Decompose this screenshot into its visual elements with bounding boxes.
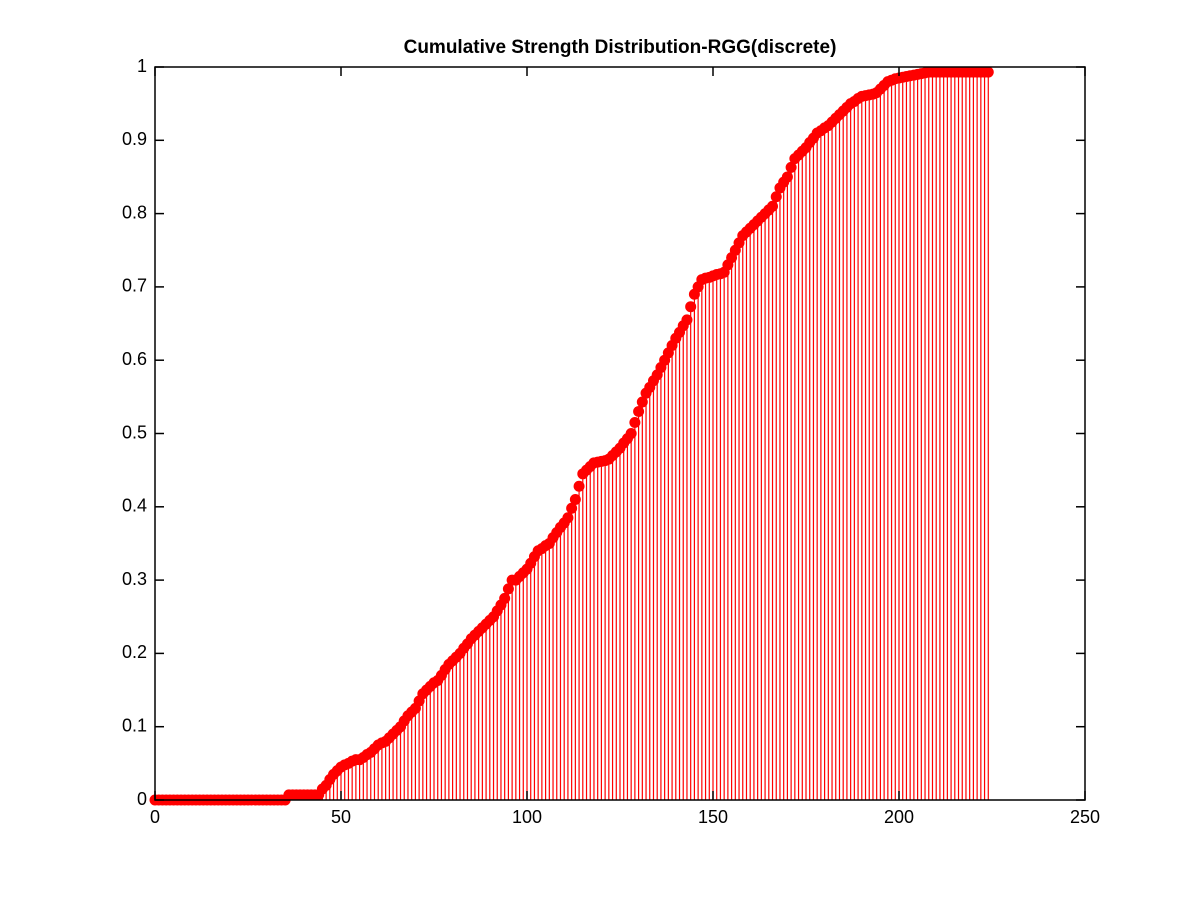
y-tick-label: 0.1: [122, 715, 147, 735]
stem-marker: [569, 493, 581, 505]
y-tick-label: 0.9: [122, 129, 147, 149]
stem-marker: [573, 480, 585, 492]
x-tick-label: 50: [331, 807, 351, 827]
stem-marker: [625, 428, 637, 439]
x-tick-label: 200: [884, 807, 914, 827]
y-tick-label: 0.8: [122, 202, 147, 222]
y-tick-label: 1: [137, 56, 147, 76]
y-tick-label: 0: [137, 789, 147, 809]
y-tick-label: 0.3: [122, 569, 147, 589]
y-tick-label: 0.2: [122, 642, 147, 662]
chart-title: Cumulative Strength Distribution-RGG(dis…: [404, 37, 837, 58]
stem-marker: [499, 592, 511, 604]
stem-marker: [629, 417, 641, 429]
x-tick-label: 150: [698, 807, 728, 827]
y-tick-label: 0.5: [122, 422, 147, 442]
stem-marker: [562, 512, 574, 524]
stem-marker: [767, 200, 779, 212]
y-tick-label: 0.6: [122, 349, 147, 369]
y-tick-label: 0.7: [122, 276, 147, 296]
x-tick-label: 250: [1070, 807, 1100, 827]
stem-marker: [681, 314, 693, 326]
y-tick-label: 0.4: [122, 496, 147, 516]
stem-marker: [982, 66, 994, 78]
x-tick-label: 0: [150, 807, 160, 827]
stem-marker: [781, 171, 793, 183]
x-tick-label: 100: [512, 807, 542, 827]
stem-marker: [633, 406, 645, 418]
stem-marker: [685, 301, 697, 313]
